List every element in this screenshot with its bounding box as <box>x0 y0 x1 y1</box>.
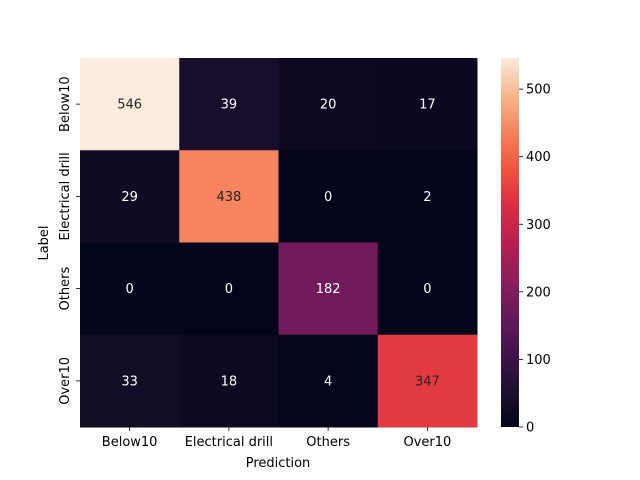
cell-value-label: 0 <box>225 282 233 297</box>
cell-value-label: 182 <box>316 282 341 297</box>
heatmap-cell <box>377 58 478 151</box>
heatmap-cell <box>179 242 279 336</box>
heatmap-cell <box>278 58 379 151</box>
x-tick-label: Over10 <box>403 435 451 450</box>
colorbar-tick-label: 400 <box>526 150 551 165</box>
heatmap-cell <box>80 242 180 336</box>
cell-value-label: 33 <box>121 374 138 389</box>
cell-value-label: 347 <box>415 374 440 389</box>
y-tick-label: Electrical drill <box>58 152 73 240</box>
x-tick-label: Below10 <box>102 435 158 450</box>
colorbar-tick-label: 500 <box>526 83 551 98</box>
cell-value-label: 0 <box>125 282 133 297</box>
cell-value-label: 0 <box>324 190 332 205</box>
heatmap-cell <box>377 334 478 428</box>
cell-value-label: 18 <box>221 374 238 389</box>
x-tick-label: Others <box>306 435 350 450</box>
colorbar-tick-label: 100 <box>526 353 551 368</box>
colorbar: 0 100 200 300 400 500 <box>501 58 551 436</box>
cell-value-label: 17 <box>419 98 436 113</box>
cell-value-label: 4 <box>324 374 332 389</box>
heatmap-cell <box>377 150 478 243</box>
y-tick-label: Others <box>58 267 73 311</box>
cell-value-label: 29 <box>121 190 138 205</box>
colorbar-tick-label: 300 <box>526 218 551 233</box>
y-tick-label: Below10 <box>58 76 73 132</box>
y-axis-label: Label <box>37 225 52 260</box>
cell-value-label: 0 <box>423 282 431 297</box>
cell-value-label: 2 <box>423 190 431 205</box>
cell-value-label: 20 <box>320 98 337 113</box>
x-tick-label: Electrical drill <box>185 435 273 450</box>
heatmap-cell <box>80 334 180 428</box>
y-tick-label: Over10 <box>58 357 73 405</box>
y-tick-labels: Below10 Electrical drill Others Over10 <box>58 76 80 405</box>
x-tick-labels: Below10 Electrical drill Others Over10 <box>102 427 451 450</box>
heatmap-cell <box>80 58 180 151</box>
cell-value-label: 546 <box>117 98 142 113</box>
heatmap-cell <box>179 334 279 428</box>
colorbar-tick-label: 0 <box>526 421 534 436</box>
cell-value-label: 438 <box>216 190 241 205</box>
heatmap-cell <box>179 58 279 151</box>
heatmap-cell <box>278 242 379 336</box>
heatmap-cell <box>80 150 180 243</box>
heatmap-cell <box>377 242 478 336</box>
heatmap-cell <box>278 150 379 243</box>
cell-value-label: 39 <box>221 98 238 113</box>
colorbar-tick-label: 200 <box>526 285 551 300</box>
x-axis-label: Prediction <box>246 456 311 471</box>
heatmap-cell <box>278 334 379 428</box>
colorbar-bar <box>501 58 519 427</box>
heatmap-cell <box>179 150 279 243</box>
